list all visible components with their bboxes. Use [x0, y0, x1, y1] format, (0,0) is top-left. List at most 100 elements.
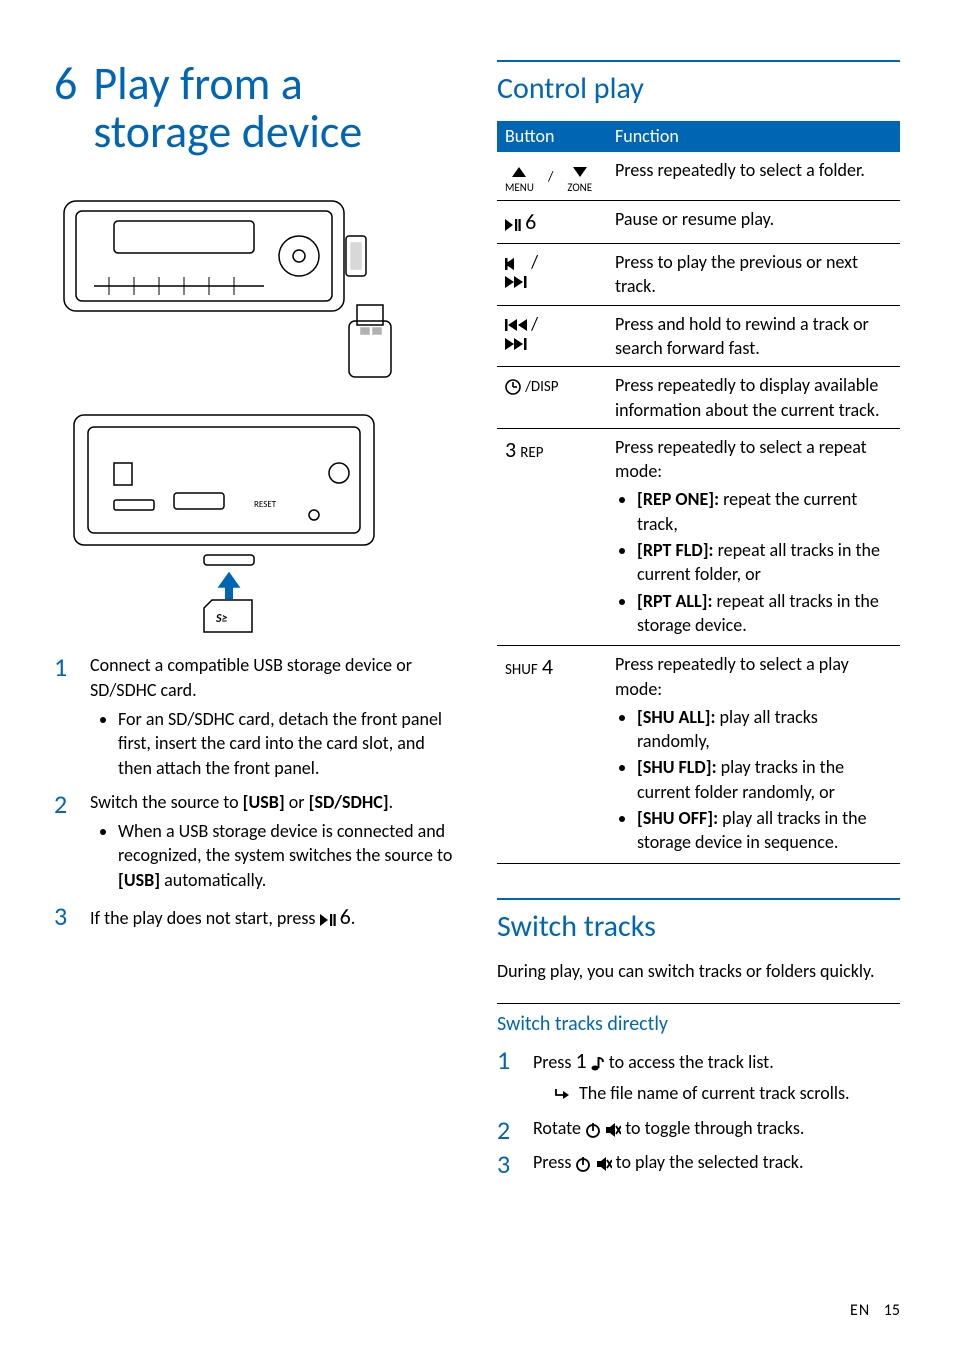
- power-icon: [585, 1122, 601, 1138]
- s1-suffix: to access the track list.: [609, 1051, 774, 1073]
- col-function-header: Function: [607, 121, 900, 152]
- step-2-bullet-bold: [USB]: [118, 869, 160, 891]
- power-icon: [575, 1156, 591, 1172]
- slash: /: [531, 313, 538, 335]
- repeat-bullets: [REP ONE]: repeat the current track, [RP…: [637, 487, 892, 637]
- shuffle-intro: Press repeatedly to select a play mode:: [615, 653, 849, 699]
- play-pause-icon: [320, 913, 336, 927]
- step-2-period: .: [389, 791, 394, 813]
- func-pause-resume: Pause or resume play.: [607, 201, 900, 244]
- triangle-up-icon: [512, 167, 526, 177]
- switch-step-1: 1 Press 1 to access the track list. The …: [497, 1046, 900, 1110]
- sd-diagram: RESET S≥: [54, 405, 457, 635]
- btn-rewind-ff: /: [497, 305, 607, 367]
- step-2-prefix: Switch the source to: [90, 791, 243, 813]
- s2-suffix: to toggle through tracks.: [625, 1117, 804, 1139]
- connect-steps: 1 Connect a compatible USB storage devic…: [54, 653, 457, 933]
- slash-label: /: [548, 169, 553, 184]
- step-2-usb: [USB]: [243, 791, 285, 813]
- shuffle-bullets: [SHU ALL]: play all tracks randomly, [SH…: [637, 705, 892, 855]
- s1-result-line: The file name of current track scrolls.: [553, 1081, 900, 1106]
- table-row: / Press to play the previous or next tra…: [497, 244, 900, 306]
- step-3-period: .: [351, 907, 356, 929]
- shuffle-b2: [SHU FLD]: play tracks in the current fo…: [637, 755, 892, 804]
- step-1: 1 Connect a compatible USB storage devic…: [54, 653, 457, 784]
- repeat-b1: [REP ONE]: repeat the current track,: [637, 487, 892, 536]
- skip-forward-icon: [505, 338, 527, 350]
- shuffle-b3: [SHU OFF]: play all tracks in the storag…: [637, 806, 892, 855]
- control-play-heading: Control play: [497, 60, 900, 107]
- step-2-bullet: When a USB storage device is connected a…: [118, 819, 457, 892]
- step-2-bullets: When a USB storage device is connected a…: [118, 819, 457, 892]
- chapter-title: Play from a storage device: [93, 60, 362, 157]
- shuffle-b1: [SHU ALL]: play all tracks randomly,: [637, 705, 892, 754]
- step-3-number: 3: [54, 902, 76, 933]
- switch-step-3-body: Press to play the selected track.: [533, 1150, 900, 1179]
- left-column: 6 Play from a storage device: [54, 60, 457, 1185]
- btn-clock-disp: /DISP: [497, 367, 607, 429]
- zone-label: ZONE: [567, 182, 592, 194]
- func-shuffle: Press repeatedly to select a play mode: …: [607, 646, 900, 863]
- step-2-number: 2: [54, 790, 76, 896]
- page-footer: EN 15: [850, 1301, 900, 1320]
- triangle-down-icon: [573, 167, 587, 177]
- switch-tracks-heading: Switch tracks: [497, 898, 900, 945]
- slash: /: [531, 251, 538, 273]
- right-column: Control play Button Function: [497, 60, 900, 1185]
- skip-back-icon: [505, 319, 527, 331]
- s1-prefix: Press: [533, 1051, 575, 1073]
- table-row: 3 REP Press repeatedly to select a repea…: [497, 428, 900, 645]
- btn-prev-next: /: [497, 244, 607, 306]
- col-button-header: Button: [497, 121, 607, 152]
- step-2-body: Switch the source to [USB] or [SD/SDHC].…: [90, 790, 457, 896]
- switch-tracks-sub-heading: Switch tracks directly: [497, 1003, 900, 1036]
- step-2-bullet-suffix: automatically.: [160, 869, 266, 891]
- table-row: /DISP Press repeatedly to display availa…: [497, 367, 900, 429]
- s3-prefix: Press: [533, 1151, 575, 1173]
- rep-label: REP: [520, 444, 543, 462]
- switch-step-2-body: Rotate to toggle through tracks.: [533, 1116, 900, 1145]
- switch-step-3-num: 3: [497, 1150, 519, 1179]
- two-column-layout: 6 Play from a storage device: [54, 60, 900, 1185]
- footer-page-number: 15: [884, 1301, 900, 1320]
- menu-label: MENU: [505, 182, 534, 194]
- s3-suffix: to play the selected track.: [616, 1151, 804, 1173]
- step-1-text: Connect a compatible USB storage device …: [90, 654, 412, 701]
- step-3: 3 If the play does not start, press 6.: [54, 902, 457, 933]
- step-1-bullet-1: For an SD/SDHC card, detach the front pa…: [118, 707, 457, 780]
- step-1-number: 1: [54, 653, 76, 784]
- svg-text:S≥: S≥: [215, 612, 228, 626]
- s1-one: 1: [575, 1047, 586, 1074]
- switch-tracks-steps: 1 Press 1 to access the track list. The …: [497, 1046, 900, 1179]
- s1-result: The file name of current track scrolls.: [579, 1081, 850, 1106]
- step-2-bullet-prefix: When a USB storage device is connected a…: [118, 820, 452, 866]
- svg-text:RESET: RESET: [254, 499, 277, 510]
- switch-step-1-num: 1: [497, 1046, 519, 1110]
- btn-play-pause-6: 6: [497, 201, 607, 244]
- step-2: 2 Switch the source to [USB] or [SD/SDHC…: [54, 790, 457, 896]
- switch-step-2-num: 2: [497, 1116, 519, 1145]
- music-note-icon: [591, 1056, 605, 1072]
- switch-step-3: 3 Press to play the selected track.: [497, 1150, 900, 1179]
- switch-step-1-body: Press 1 to access the track list. The fi…: [533, 1046, 900, 1110]
- step-1-bullets: For an SD/SDHC card, detach the front pa…: [118, 707, 457, 780]
- repeat-b3: [RPT ALL]: repeat all tracks in the stor…: [637, 589, 892, 638]
- control-play-table: Button Function MENU /: [497, 121, 900, 864]
- repeat-b2: [RPT FLD]: repeat all tracks in the curr…: [637, 538, 892, 587]
- table-row: 6 Pause or resume play.: [497, 201, 900, 244]
- func-folder: Press repeatedly to select a folder.: [607, 152, 900, 201]
- s2-prefix: Rotate: [533, 1117, 585, 1139]
- six-label: 6: [525, 208, 536, 235]
- four-label: 4: [542, 653, 553, 680]
- switch-step-2: 2 Rotate to toggle through tracks.: [497, 1116, 900, 1145]
- table-header-row: Button Function: [497, 121, 900, 152]
- skip-forward-icon: [505, 276, 527, 288]
- skip-back-icon: [505, 258, 527, 270]
- step-3-six: 6: [340, 903, 351, 930]
- result-arrow-icon: [553, 1081, 569, 1106]
- step-3-prefix: If the play does not start, press: [90, 907, 320, 929]
- play-pause-icon: [505, 218, 521, 232]
- step-1-body: Connect a compatible USB storage device …: [90, 653, 457, 784]
- repeat-intro: Press repeatedly to select a repeat mode…: [615, 436, 867, 482]
- disp-label: /DISP: [525, 378, 558, 396]
